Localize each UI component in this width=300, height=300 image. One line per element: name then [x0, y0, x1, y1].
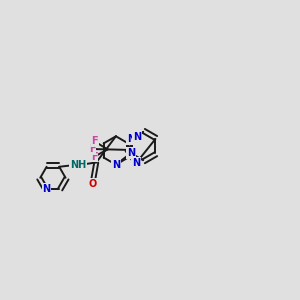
Text: N: N: [133, 132, 141, 142]
Text: F: F: [91, 152, 98, 162]
Text: N: N: [127, 148, 135, 158]
Text: N: N: [132, 158, 140, 168]
Text: N: N: [127, 134, 135, 144]
Text: F: F: [91, 136, 98, 146]
Text: N: N: [112, 160, 120, 170]
Text: NH: NH: [70, 160, 86, 170]
Text: N: N: [43, 184, 51, 194]
Text: O: O: [89, 179, 97, 189]
Text: F: F: [89, 144, 96, 154]
